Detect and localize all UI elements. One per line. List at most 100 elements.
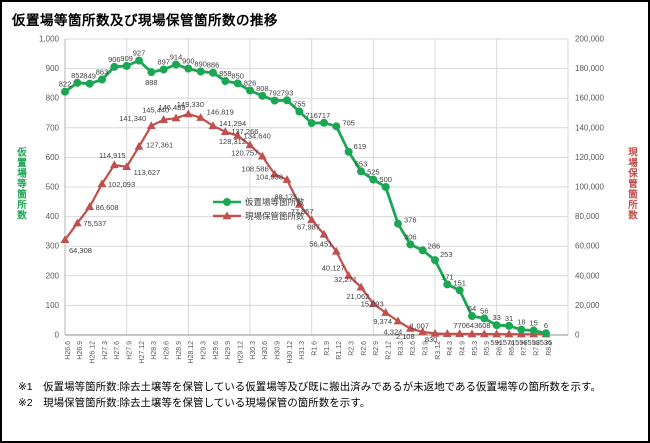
triangle-marker: [208, 121, 218, 130]
x-axis-tick: R2.6: [361, 341, 368, 356]
data-label: 113,627: [134, 168, 161, 177]
gridlines: [64, 38, 569, 336]
circle-marker: [542, 329, 550, 338]
x-axis-tick: R2.3: [348, 341, 355, 356]
triangle-marker: [146, 121, 156, 130]
data-label: 793: [281, 88, 294, 97]
circle-marker: [270, 96, 279, 105]
data-label: 571: [503, 338, 516, 347]
triangle-marker: [455, 329, 465, 338]
x-axis-tick: H27.3: [102, 341, 109, 360]
data-label: 75,537: [83, 219, 106, 228]
y-left-tick: 0: [55, 331, 60, 340]
data-label: 755: [293, 100, 306, 109]
axis-tick-labels: 0 100 200 300 400 500 600 700 800 900 1,000 0 20,000…: [39, 35, 605, 364]
x-axis-tick: H30.12: [287, 341, 294, 364]
data-label: 4,324: [384, 328, 403, 337]
data-label: 141,294: [219, 119, 246, 128]
data-label: 792: [268, 89, 281, 98]
circle-marker: [468, 312, 476, 321]
data-label: 108,586: [242, 164, 269, 173]
data-label: 888: [145, 78, 158, 87]
triangle-marker: [319, 229, 329, 238]
circle-marker: [307, 119, 316, 128]
circle-marker: [381, 183, 390, 191]
data-label: 591: [490, 338, 503, 347]
x-axis-tick: H27.12: [139, 341, 146, 364]
triangle-marker: [393, 316, 403, 325]
triangle-marker: [134, 141, 144, 150]
circle-marker: [505, 321, 513, 330]
y-right-tick: 160,000: [575, 94, 604, 103]
data-label: 171: [441, 272, 454, 281]
circle-marker: [529, 326, 538, 335]
data-label: 286: [428, 241, 441, 250]
x-axis-tick: R3.3: [398, 341, 405, 356]
triangle-marker: [368, 299, 378, 308]
legend-item: 現場保管箇所数: [213, 211, 305, 221]
x-axis-tick: H26.12: [89, 341, 96, 364]
data-label: 2,108: [396, 332, 415, 341]
circle-marker: [443, 280, 452, 289]
x-axis-tick: R7.9: [533, 341, 540, 356]
data-label: 619: [354, 142, 367, 151]
circle-marker: [295, 107, 304, 116]
x-axis-tick: R1.6: [311, 341, 318, 356]
data-label: 149,330: [177, 100, 204, 109]
circle-marker: [85, 79, 94, 88]
triangle-marker: [344, 271, 354, 279]
x-axis-tick: R8.3: [546, 341, 553, 356]
y-left-tick: 100: [46, 301, 60, 310]
data-label: 716: [305, 111, 318, 120]
data-label: 56: [480, 306, 488, 315]
circle-marker: [406, 240, 415, 249]
triangle-marker: [479, 329, 489, 338]
y-left-tick: 600: [46, 153, 60, 162]
y-left-tick: 300: [46, 242, 60, 251]
data-label: 86,608: [96, 203, 119, 212]
y-left-tick: 200: [46, 271, 60, 280]
data-label: 906: [108, 55, 121, 64]
data-label: 56,451: [309, 239, 332, 248]
x-axis-tick: H28.3: [151, 341, 158, 360]
x-axis-tick: R5.9: [484, 341, 491, 356]
y-right-tick: 100,000: [575, 183, 604, 192]
data-label: 114,915: [99, 151, 126, 160]
data-label: 104,938: [256, 173, 283, 182]
circle-marker: [223, 198, 231, 206]
triangle-marker: [504, 329, 514, 338]
data-label: 850: [231, 71, 244, 80]
x-axis-tick: H29.3: [200, 341, 207, 360]
data-label: 67,987: [297, 222, 320, 231]
triangle-marker: [405, 324, 415, 332]
circle-marker: [394, 219, 402, 228]
triangle-marker: [270, 169, 280, 178]
data-label: 134,640: [244, 132, 271, 141]
triangle-marker: [331, 246, 341, 255]
data-label: 120,757: [231, 148, 258, 157]
data-label: 927: [133, 49, 146, 58]
footnote-1: ※1 仮置場等箇所数:除去土壌等を保管している仮置場等及び既に搬出済みであるが未…: [18, 381, 601, 393]
data-label: 127,361: [146, 141, 173, 150]
data-label: 9,374: [373, 317, 392, 326]
triangle-marker: [109, 160, 119, 169]
footnote-2: ※2 現場保管箇所数:除去土壌等を保管している現場保管の箇所数を示す。: [18, 397, 371, 410]
x-axis-tick: R4.9: [459, 341, 466, 356]
y-left-tick: 400: [46, 212, 60, 221]
data-label: 858: [219, 69, 232, 78]
axis-title: 仮置場等箇所数: [16, 147, 27, 222]
footnotes: ※1 仮置場等箇所数:除去土壌等を保管している仮置場等及び既に搬出済みであるが未…: [18, 379, 648, 412]
y-right-tick: 60,000: [575, 242, 600, 251]
triangle-marker: [245, 140, 255, 149]
circle-marker: [147, 68, 156, 77]
x-axis-tick: R3.9: [422, 341, 429, 356]
circle-marker: [221, 77, 230, 86]
x-axis-tick: H27.6: [114, 341, 121, 360]
triangle-marker: [183, 109, 193, 118]
x-axis-tick: R3.6: [410, 341, 417, 356]
circle-marker: [418, 246, 427, 255]
circle-marker: [98, 75, 106, 84]
triangle-marker: [467, 329, 477, 338]
data-label: 102,093: [108, 180, 135, 189]
axis-title: 現場保管箇所数: [627, 148, 638, 222]
